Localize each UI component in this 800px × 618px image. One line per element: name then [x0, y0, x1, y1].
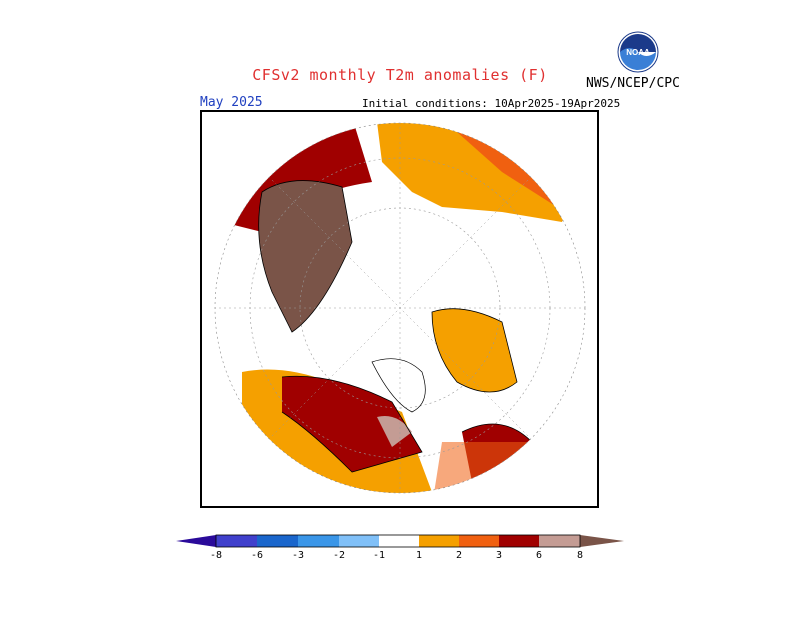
coastline-5	[371, 358, 426, 413]
coastline-1	[258, 180, 353, 333]
colorbar-arrow-right	[580, 535, 624, 547]
colorbar-swatch-2	[459, 535, 499, 547]
anomaly-region-siberia-strong	[282, 376, 422, 472]
colorbar-tick-label: -1	[373, 550, 385, 561]
colorbar-swatch-m6	[216, 535, 257, 547]
colorbar-swatch-3	[499, 535, 539, 547]
colorbar-tick-label: 1	[416, 550, 422, 561]
valid-month-label: May 2025	[200, 95, 263, 110]
anomaly-region-greenland	[258, 180, 352, 332]
colorbar-arrow-left	[176, 535, 216, 547]
colorbar-tick-label: -8	[210, 550, 222, 561]
noaa-logo: NOAA	[616, 30, 660, 78]
colorbar-swatch-m3	[257, 535, 298, 547]
anomaly-region-warm-1	[222, 123, 372, 232]
colorbar-swatch-1	[419, 535, 459, 547]
colorbar-swatch-m2	[298, 535, 339, 547]
map-title: CFSv2 monthly T2m anomalies (F)	[252, 66, 548, 84]
anomaly-region-tan	[377, 416, 412, 447]
agency-label: NWS/NCEP/CPC	[586, 76, 680, 91]
colorbar-tick-label: 6	[536, 550, 542, 561]
polar-map	[214, 122, 586, 494]
anomaly-region-east-outer	[432, 442, 542, 493]
colorbar-tick-label: 2	[456, 550, 462, 561]
coastline-2	[431, 308, 518, 393]
colorbar-swatch-6	[539, 535, 580, 547]
map-frame	[200, 110, 599, 508]
colorbar-tick-label: -2	[333, 550, 345, 561]
colorbar-tick-label: -3	[292, 550, 304, 561]
svg-text:NOAA: NOAA	[626, 48, 650, 57]
colorbar-swatch-0	[379, 535, 419, 547]
colorbar: -8 -6 -3 -2 -1 1 2 3 6 8	[170, 532, 630, 570]
colorbar-tick-label: 3	[496, 550, 502, 561]
colorbar-tick-label: 8	[577, 550, 583, 561]
colorbar-tick-label: -6	[251, 550, 263, 561]
anomaly-region-eurasia	[432, 308, 517, 392]
coastline-3	[281, 375, 423, 473]
colorbar-swatch-m1	[339, 535, 379, 547]
initial-conditions-label: Initial conditions: 10Apr2025-19Apr2025	[362, 97, 621, 110]
